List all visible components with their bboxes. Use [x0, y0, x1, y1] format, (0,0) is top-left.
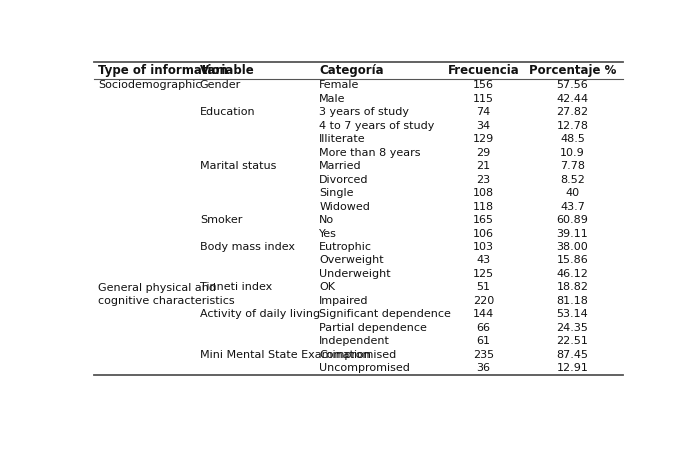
Text: 125: 125: [473, 269, 494, 279]
Text: 129: 129: [473, 134, 494, 144]
Text: 57.56: 57.56: [556, 80, 589, 90]
Text: 24.35: 24.35: [556, 323, 589, 333]
Text: 3 years of study: 3 years of study: [319, 107, 409, 117]
Text: 74: 74: [477, 107, 491, 117]
Text: 8.52: 8.52: [560, 175, 585, 185]
Text: Uncompromised: Uncompromised: [319, 363, 410, 373]
Text: 34: 34: [477, 121, 491, 131]
Text: Partial dependence: Partial dependence: [319, 323, 427, 333]
Text: Married: Married: [319, 161, 362, 171]
Text: 29: 29: [477, 148, 491, 158]
Text: 115: 115: [473, 94, 494, 104]
Text: Independent: Independent: [319, 336, 390, 346]
Text: 40: 40: [566, 188, 580, 198]
Text: Type of information: Type of information: [98, 64, 228, 77]
Text: 39.11: 39.11: [556, 229, 589, 238]
Text: Sociodemographic: Sociodemographic: [98, 80, 202, 90]
Text: Single: Single: [319, 188, 354, 198]
Text: Impaired: Impaired: [319, 296, 369, 306]
Text: Illiterate: Illiterate: [319, 134, 366, 144]
Text: 42.44: 42.44: [556, 94, 589, 104]
Text: 103: 103: [473, 242, 494, 252]
Text: 66: 66: [477, 323, 491, 333]
Text: 4 to 7 years of study: 4 to 7 years of study: [319, 121, 435, 131]
Text: 165: 165: [473, 215, 494, 225]
Text: 106: 106: [473, 229, 494, 238]
Text: 60.89: 60.89: [556, 215, 589, 225]
Text: 53.14: 53.14: [556, 310, 589, 319]
Text: Divorced: Divorced: [319, 175, 369, 185]
Text: 81.18: 81.18: [556, 296, 589, 306]
Text: 38.00: 38.00: [556, 242, 589, 252]
Text: More than 8 years: More than 8 years: [319, 148, 421, 158]
Text: OK: OK: [319, 282, 335, 292]
Text: Compromised: Compromised: [319, 350, 396, 360]
Text: Variable: Variable: [200, 64, 255, 77]
Text: 23: 23: [477, 175, 491, 185]
Text: 12.78: 12.78: [556, 121, 589, 131]
Text: Male: Male: [319, 94, 346, 104]
Text: Underweight: Underweight: [319, 269, 391, 279]
Text: 51: 51: [477, 282, 491, 292]
Text: 220: 220: [473, 296, 494, 306]
Text: No: No: [319, 215, 335, 225]
Text: Activity of daily living: Activity of daily living: [200, 310, 320, 319]
Text: Tinneti index: Tinneti index: [200, 282, 272, 292]
Text: 61: 61: [477, 336, 491, 346]
Text: 108: 108: [473, 188, 494, 198]
Text: Widowed: Widowed: [319, 201, 370, 212]
Text: 43.7: 43.7: [560, 201, 585, 212]
Text: 27.82: 27.82: [556, 107, 589, 117]
Text: Frecuencia: Frecuencia: [448, 64, 519, 77]
Text: Female: Female: [319, 80, 360, 90]
Text: 10.9: 10.9: [560, 148, 585, 158]
Text: Mini Mental State Examination: Mini Mental State Examination: [200, 350, 371, 360]
Text: 87.45: 87.45: [556, 350, 589, 360]
Text: Significant dependence: Significant dependence: [319, 310, 451, 319]
Text: 22.51: 22.51: [556, 336, 589, 346]
Text: 43: 43: [477, 255, 491, 266]
Text: 7.78: 7.78: [560, 161, 585, 171]
Text: 21: 21: [477, 161, 491, 171]
Text: 235: 235: [473, 350, 494, 360]
Text: 18.82: 18.82: [556, 282, 589, 292]
Text: Overweight: Overweight: [319, 255, 384, 266]
Text: Education: Education: [200, 107, 256, 117]
Text: Categoría: Categoría: [319, 64, 384, 77]
Text: Gender: Gender: [200, 80, 241, 90]
Text: 46.12: 46.12: [556, 269, 589, 279]
Text: 144: 144: [473, 310, 494, 319]
Text: Smoker: Smoker: [200, 215, 242, 225]
Text: Porcentaje %: Porcentaje %: [528, 64, 616, 77]
Text: Yes: Yes: [319, 229, 337, 238]
Text: Marital status: Marital status: [200, 161, 276, 171]
Text: Body mass index: Body mass index: [200, 242, 295, 252]
Text: 36: 36: [477, 363, 491, 373]
Text: Eutrophic: Eutrophic: [319, 242, 372, 252]
Text: General physical and
cognitive characteristics: General physical and cognitive character…: [98, 283, 234, 306]
Text: 156: 156: [473, 80, 494, 90]
Text: 118: 118: [473, 201, 494, 212]
Text: 15.86: 15.86: [556, 255, 589, 266]
Text: 12.91: 12.91: [556, 363, 589, 373]
Text: 48.5: 48.5: [560, 134, 585, 144]
